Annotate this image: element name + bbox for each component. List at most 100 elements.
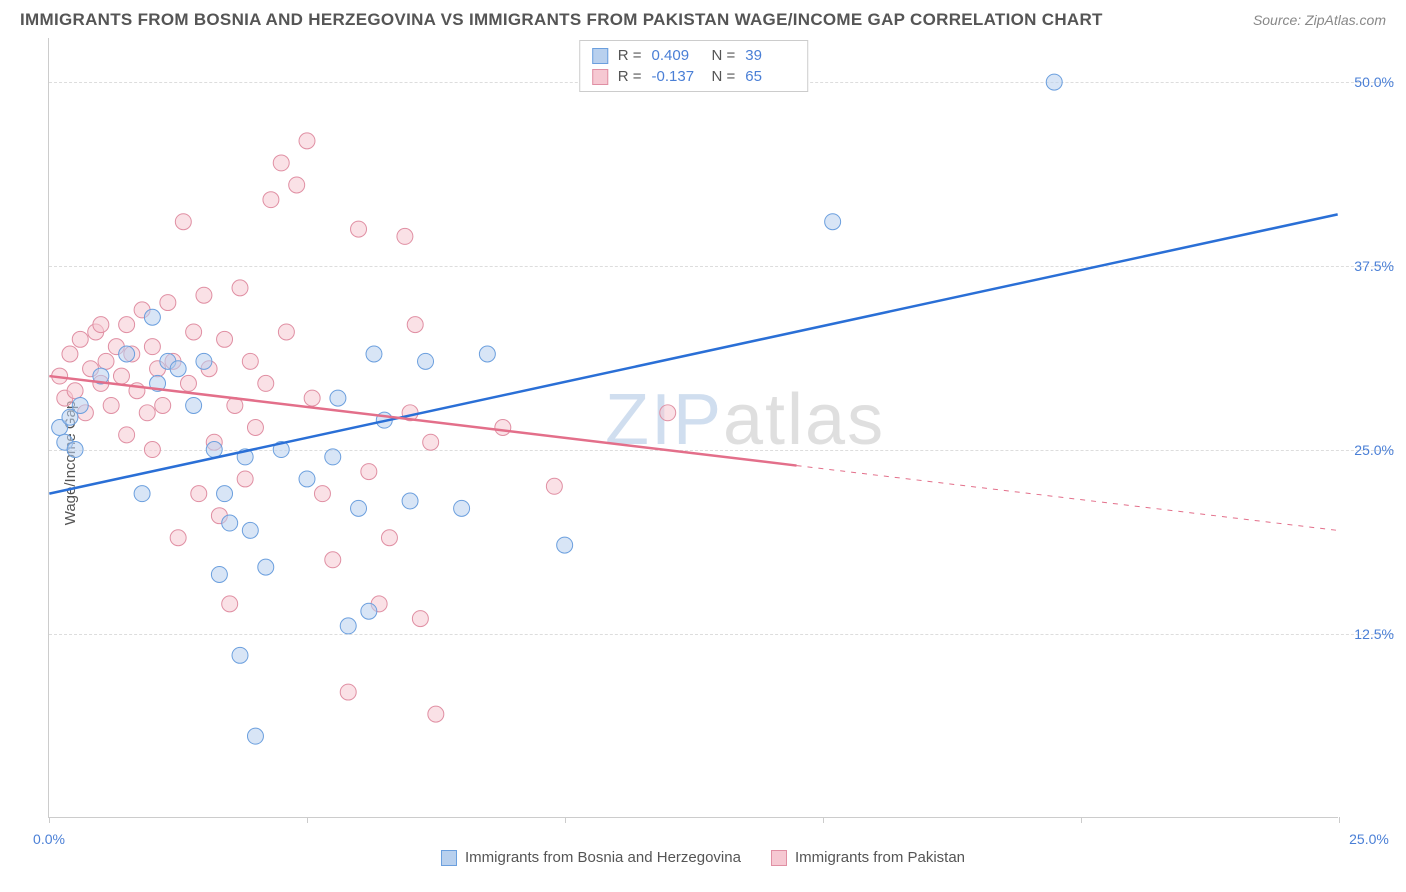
x-tick bbox=[1339, 817, 1340, 823]
correlation-legend: R = 0.409 N = 39 R = -0.137 N = 65 bbox=[579, 40, 809, 92]
data-point bbox=[129, 383, 145, 399]
data-point bbox=[242, 353, 258, 369]
gridline-h bbox=[49, 266, 1394, 267]
data-point bbox=[825, 214, 841, 230]
chart-title: IMMIGRANTS FROM BOSNIA AND HERZEGOVINA V… bbox=[20, 10, 1103, 30]
x-tick bbox=[565, 817, 566, 823]
data-point bbox=[299, 471, 315, 487]
data-point bbox=[242, 522, 258, 538]
data-point bbox=[299, 133, 315, 149]
watermark-part2: atlas bbox=[723, 379, 885, 459]
x-tick bbox=[307, 817, 308, 823]
data-point bbox=[134, 486, 150, 502]
data-point bbox=[170, 361, 186, 377]
data-point bbox=[371, 596, 387, 612]
chart-container: Wage/Income Gap R = 0.409 N = 39 R = -0.… bbox=[0, 38, 1406, 888]
data-point bbox=[397, 228, 413, 244]
n-value-2: 65 bbox=[745, 68, 795, 85]
legend-label-1: Immigrants from Bosnia and Herzegovina bbox=[465, 849, 741, 866]
data-point bbox=[196, 287, 212, 303]
data-point bbox=[88, 324, 104, 340]
data-point bbox=[144, 339, 160, 355]
data-point bbox=[340, 618, 356, 634]
data-point bbox=[72, 397, 88, 413]
data-point bbox=[206, 434, 222, 450]
data-point bbox=[52, 420, 68, 436]
data-point bbox=[217, 486, 233, 502]
trend-line-dashed bbox=[797, 466, 1338, 531]
data-point bbox=[340, 684, 356, 700]
data-point bbox=[160, 353, 176, 369]
legend-label-2: Immigrants from Pakistan bbox=[795, 849, 965, 866]
data-point bbox=[98, 353, 114, 369]
data-point bbox=[124, 346, 140, 362]
plot-area: R = 0.409 N = 39 R = -0.137 N = 65 ZIPat… bbox=[48, 38, 1338, 818]
x-tick-label-left: 0.0% bbox=[33, 831, 65, 847]
data-point bbox=[165, 353, 181, 369]
data-point bbox=[304, 390, 320, 406]
data-point bbox=[495, 420, 511, 436]
data-point bbox=[62, 409, 78, 425]
data-point bbox=[402, 493, 418, 509]
data-point bbox=[546, 478, 562, 494]
data-point bbox=[247, 728, 263, 744]
legend-item-series-2: Immigrants from Pakistan bbox=[771, 849, 965, 866]
data-point bbox=[196, 353, 212, 369]
data-point bbox=[258, 559, 274, 575]
data-point bbox=[62, 346, 78, 362]
data-point bbox=[366, 346, 382, 362]
x-tick bbox=[1081, 817, 1082, 823]
y-tick-label: 50.0% bbox=[1354, 74, 1394, 90]
data-point bbox=[325, 552, 341, 568]
data-point bbox=[361, 603, 377, 619]
swatch-series-2 bbox=[592, 69, 608, 85]
data-point bbox=[660, 405, 676, 421]
gridline-h bbox=[49, 634, 1394, 635]
data-point bbox=[93, 317, 109, 333]
x-tick bbox=[823, 817, 824, 823]
r-label: R = bbox=[618, 47, 642, 64]
data-point bbox=[273, 155, 289, 171]
data-point bbox=[232, 647, 248, 663]
data-point bbox=[77, 405, 93, 421]
header: IMMIGRANTS FROM BOSNIA AND HERZEGOVINA V… bbox=[0, 0, 1406, 38]
data-point bbox=[222, 515, 238, 531]
data-point bbox=[170, 530, 186, 546]
data-point bbox=[222, 596, 238, 612]
data-point bbox=[191, 486, 207, 502]
legend-item-series-1: Immigrants from Bosnia and Herzegovina bbox=[441, 849, 741, 866]
n-value-1: 39 bbox=[745, 47, 795, 64]
swatch-series-1-bottom bbox=[441, 850, 457, 866]
data-point bbox=[376, 412, 392, 428]
data-point bbox=[418, 353, 434, 369]
data-point bbox=[227, 397, 243, 413]
data-point bbox=[423, 434, 439, 450]
data-point bbox=[57, 434, 73, 450]
r-value-1: 0.409 bbox=[652, 47, 702, 64]
data-point bbox=[57, 390, 73, 406]
data-point bbox=[108, 339, 124, 355]
data-point bbox=[93, 375, 109, 391]
data-point bbox=[232, 280, 248, 296]
data-point bbox=[237, 449, 253, 465]
r-label: R = bbox=[618, 68, 642, 85]
data-point bbox=[402, 405, 418, 421]
data-point bbox=[160, 295, 176, 311]
data-point bbox=[247, 420, 263, 436]
data-point bbox=[211, 566, 227, 582]
data-point bbox=[412, 611, 428, 627]
y-tick-label: 37.5% bbox=[1354, 258, 1394, 274]
data-point bbox=[83, 361, 99, 377]
y-tick-label: 25.0% bbox=[1354, 442, 1394, 458]
swatch-series-1 bbox=[592, 48, 608, 64]
data-point bbox=[237, 471, 253, 487]
legend-row-series-2: R = -0.137 N = 65 bbox=[592, 66, 796, 87]
trend-line bbox=[49, 214, 1337, 493]
data-point bbox=[150, 361, 166, 377]
chart-svg-overlay bbox=[49, 38, 1338, 817]
data-point bbox=[211, 508, 227, 524]
data-point bbox=[351, 500, 367, 516]
data-point bbox=[381, 530, 397, 546]
n-label: N = bbox=[712, 68, 736, 85]
data-point bbox=[139, 405, 155, 421]
